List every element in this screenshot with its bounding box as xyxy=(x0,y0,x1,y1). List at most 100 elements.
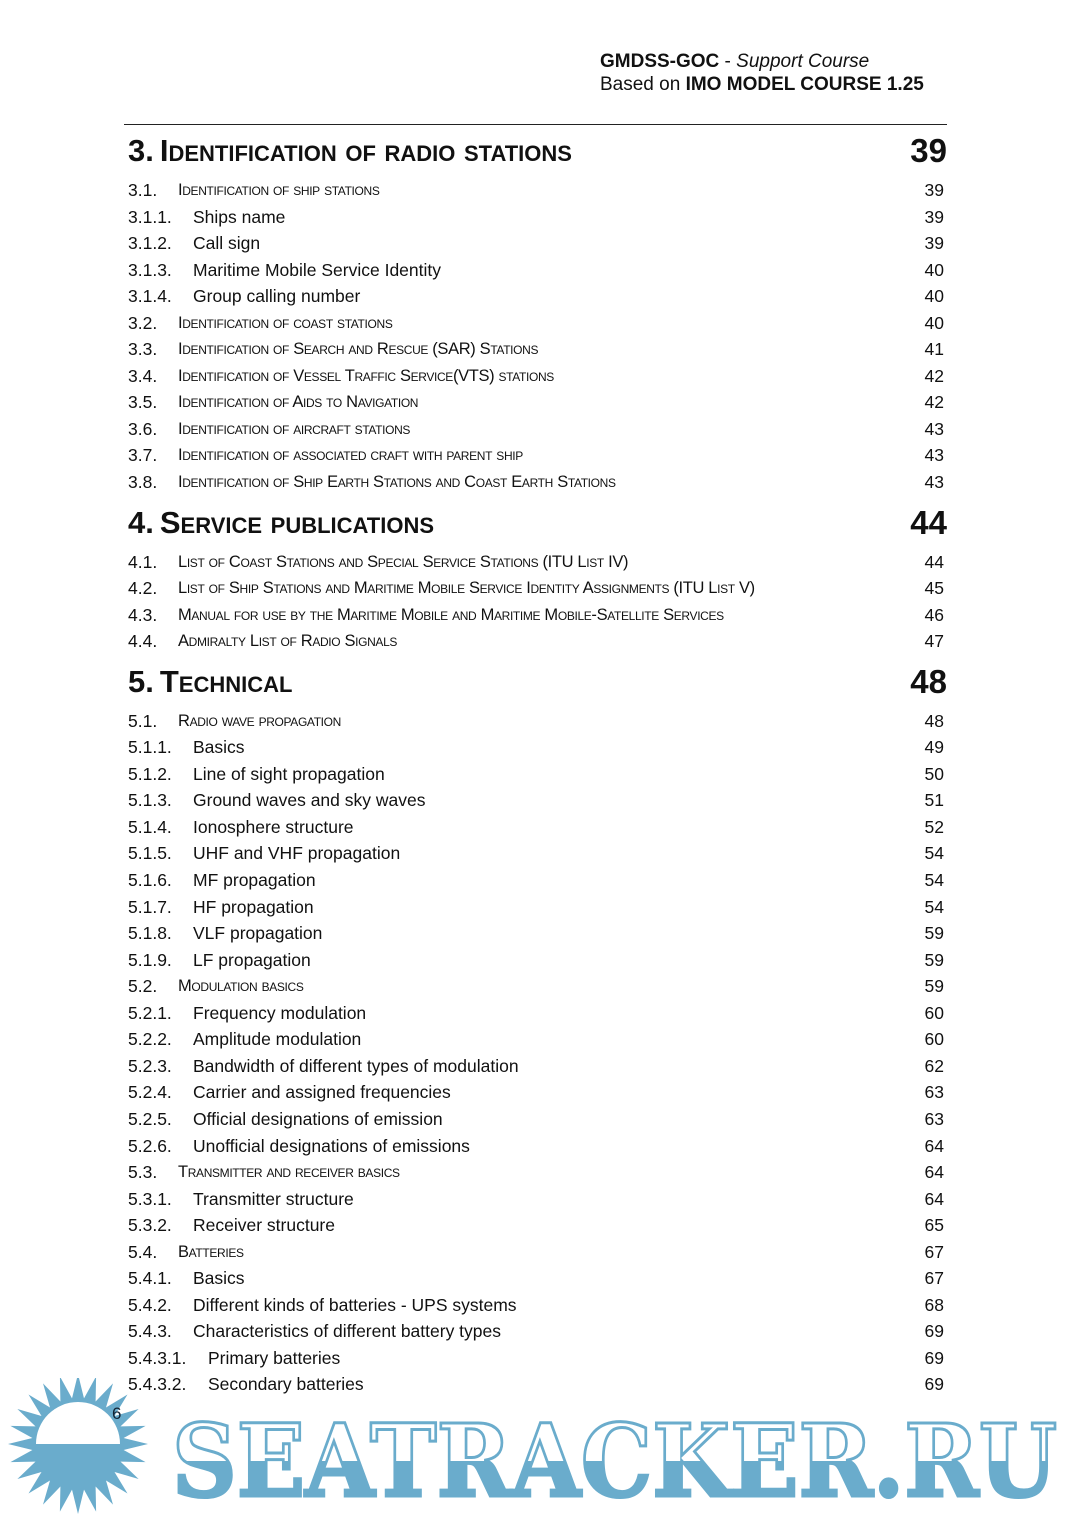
toc-entry-page: 40 xyxy=(924,312,944,333)
toc-entry-title: Service publications xyxy=(159,504,435,540)
toc-entry-number: 5.2.1. xyxy=(128,1002,172,1023)
toc-entry-page: 63 xyxy=(924,1082,944,1103)
toc-entry[interactable]: 3.1.2. Call sign 39 xyxy=(128,230,944,257)
toc-entry[interactable]: 5.2.5. Official designations of emission 6… xyxy=(128,1106,944,1133)
toc-entry[interactable]: 5.1.7. HF propagation 54 xyxy=(128,894,944,921)
toc-entry[interactable]: 3.2. Identification of coast stations 40 xyxy=(128,310,944,337)
toc-entry-number: 4.3. xyxy=(128,604,158,625)
toc-entry-title: Modulation basics xyxy=(178,977,304,996)
toc-entry[interactable]: 3.1.1. Ships name 39 xyxy=(128,204,944,231)
toc-entry-number: 5.3.1. xyxy=(128,1188,172,1209)
watermark-text: SEATRACKER.RU xyxy=(172,1402,1057,1517)
toc-entry-number: 3.1.1. xyxy=(128,206,172,227)
toc-entry-number: 3.1.2. xyxy=(128,233,172,254)
toc-entry[interactable]: 5.4.3. Characteristics of different batte… xyxy=(128,1318,944,1345)
toc-entry-page: 69 xyxy=(924,1347,944,1368)
toc-entry-page: 60 xyxy=(924,1029,944,1050)
toc-entry-page: 67 xyxy=(924,1268,944,1289)
toc-entry[interactable]: 5.2.1. Frequency modulation 60 xyxy=(128,1000,944,1027)
toc-entry[interactable]: 5.4. Batteries 67 xyxy=(128,1239,944,1266)
toc-entry-number: 3.6. xyxy=(128,418,158,439)
toc-entry-page: 62 xyxy=(924,1055,944,1076)
toc-entry[interactable]: 5.1.3. Ground waves and sky waves 51 xyxy=(128,787,944,814)
toc-entry[interactable]: 5.2.6. Unofficial designations of emissio… xyxy=(128,1133,944,1160)
toc-entry[interactable]: 5.2.3. Bandwidth of different types of mo… xyxy=(128,1053,944,1080)
toc-entry[interactable]: 3.3. Identification of Search and Rescue … xyxy=(128,336,944,363)
toc-entry-page: 45 xyxy=(924,578,944,599)
toc-entry[interactable]: 3.4. Identification of Vessel Traffic Ser… xyxy=(128,363,944,390)
toc-entry[interactable]: 4.4. Admiralty List of Radio Signals 47 xyxy=(128,628,944,655)
toc-entry-page: 39 xyxy=(910,132,947,169)
course-code: GMDSS-GOC xyxy=(600,51,720,72)
toc-entry-title: Basics xyxy=(193,737,245,758)
toc-entry-number: 4.1. xyxy=(128,551,158,572)
toc-entry[interactable]: 5.1.9. LF propagation 59 xyxy=(128,947,944,974)
toc-entry[interactable]: 5.3. Transmitter and receiver basics 64 xyxy=(128,1159,944,1186)
toc-entry[interactable]: 5.1.6. MF propagation 54 xyxy=(128,867,944,894)
toc-entry[interactable]: 3.5. Identification of Aids to Navigation… xyxy=(128,389,944,416)
based-on-prefix: Based on xyxy=(600,74,686,95)
toc-entry-page: 41 xyxy=(924,339,944,360)
toc-entry-page: 64 xyxy=(924,1135,944,1156)
running-header: GMDSS-GOC - Support Course Based on IMO … xyxy=(600,50,924,96)
toc-entry-title: Identification of radio stations xyxy=(159,133,572,168)
toc-entry[interactable]: 5.4.2. Different kinds of batteries - UPS… xyxy=(128,1292,944,1319)
course-type: Support Course xyxy=(736,51,870,72)
toc-chapter-heading[interactable]: 3. Identification of radio stations 39 xyxy=(128,124,947,177)
toc-entry-page: 63 xyxy=(924,1108,944,1129)
toc-entry[interactable]: 3.6. Identification of aircraft stations 4… xyxy=(128,416,944,443)
toc-entry-page: 48 xyxy=(910,662,947,700)
toc-entry[interactable]: 5.1.4. Ionosphere structure 52 xyxy=(128,814,944,841)
toc-entry-title: Batteries xyxy=(178,1242,244,1261)
toc-entry-page: 68 xyxy=(924,1294,944,1315)
toc-entry-page: 60 xyxy=(924,1002,944,1023)
toc-entry-page: 59 xyxy=(924,923,944,944)
toc-entry-number: 5.4.3. xyxy=(128,1321,172,1342)
sun-icon xyxy=(8,1378,148,1514)
toc-entry[interactable]: 5.3.1. Transmitter structure 64 xyxy=(128,1186,944,1213)
toc-entry[interactable]: 5.1.8. VLF propagation 59 xyxy=(128,920,944,947)
toc-entry-title: Line of sight propagation xyxy=(193,763,385,784)
toc-entry[interactable]: 5.2.2. Amplitude modulation 60 xyxy=(128,1026,944,1053)
toc-entry-number: 5.3.2. xyxy=(128,1215,172,1236)
toc-entry-title: Transmitter and receiver basics xyxy=(178,1163,400,1182)
toc-entry[interactable]: 4.3. Manual for use by the Maritime Mobil… xyxy=(128,602,944,629)
toc-entry[interactable]: 5.4.1. Basics 67 xyxy=(128,1265,944,1292)
toc-entry[interactable]: 3.1.3. Maritime Mobile Service Identity 40 xyxy=(128,257,944,284)
toc-entry[interactable]: 5.4.3.1. Primary batteries 69 xyxy=(128,1345,944,1372)
toc-entry[interactable]: 5.2. Modulation basics 59 xyxy=(128,973,944,1000)
toc-chapter-heading[interactable]: 4. Service publications 44 xyxy=(128,496,947,549)
toc-entry-title: Identification of Vessel Traffic Service… xyxy=(178,366,554,385)
toc-entry-title: Identification of Ship Earth Stations an… xyxy=(178,473,616,492)
header-rule xyxy=(124,124,947,125)
toc-chapter-heading[interactable]: 5. Technical 48 xyxy=(128,655,947,708)
toc-entry-title: Primary batteries xyxy=(208,1347,341,1368)
toc-entry[interactable]: 5.3.2. Receiver structure 65 xyxy=(128,1212,944,1239)
toc-entry[interactable]: 3.7. Identification of associated craft w… xyxy=(128,442,944,469)
toc-entry-number: 4. xyxy=(128,504,154,540)
toc-entry-number: 5. xyxy=(128,663,154,699)
toc-entry[interactable]: 4.2. List of Ship Stations and Maritime M… xyxy=(128,575,944,602)
toc-entry-title: Carrier and assigned frequencies xyxy=(193,1082,451,1103)
toc-entry[interactable]: 4.1. List of Coast Stations and Special S… xyxy=(128,549,944,576)
toc-entry-page: 43 xyxy=(924,418,944,439)
toc-entry[interactable]: 5.1.5. UHF and VHF propagation 54 xyxy=(128,840,944,867)
toc-entry-page: 48 xyxy=(924,710,944,731)
toc-entry-number: 3.8. xyxy=(128,472,158,493)
toc-entry[interactable]: 5.2.4. Carrier and assigned frequencies 63 xyxy=(128,1079,944,1106)
toc-entry[interactable]: 5.1. Radio wave propagation 48 xyxy=(128,708,944,735)
toc-entry-page: 67 xyxy=(924,1241,944,1262)
toc-entry[interactable]: 3.8. Identification of Ship Earth Station… xyxy=(128,469,944,496)
toc-entry[interactable]: 5.1.2. Line of sight propagation 50 xyxy=(128,761,944,788)
toc-entry-page: 42 xyxy=(924,392,944,413)
toc-entry[interactable]: 3.1.4. Group calling number 40 xyxy=(128,283,944,310)
toc-entry-title: Amplitude modulation xyxy=(193,1029,362,1050)
toc-entry-title: Bandwidth of different types of modulati… xyxy=(193,1055,519,1076)
toc-entry[interactable]: 5.1.1. Basics 49 xyxy=(128,734,944,761)
toc-entry-number: 5.1.3. xyxy=(128,790,172,811)
toc-entry-number: 5.1.6. xyxy=(128,870,172,891)
toc-entry-title: Identification of aircraft stations xyxy=(178,419,411,438)
toc-entry[interactable]: 5.4.3.2. Secondary batteries 69 xyxy=(128,1371,944,1398)
toc-entry-number: 5.2.3. xyxy=(128,1055,172,1076)
toc-entry[interactable]: 3.1. Identification of ship stations 39 xyxy=(128,177,944,204)
